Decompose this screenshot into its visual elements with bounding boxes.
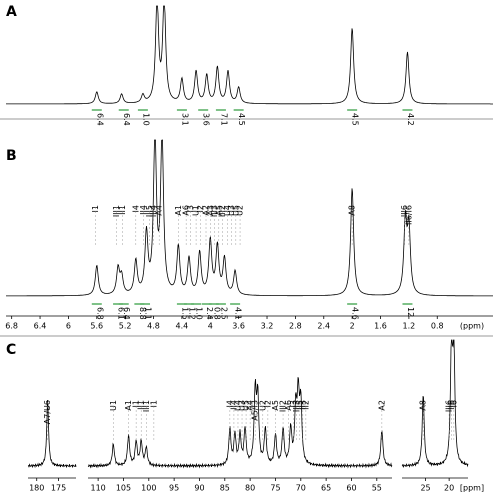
integral-label: 0.8 <box>212 307 221 320</box>
peak-assignment: II6/I6 <box>404 205 413 225</box>
peak-assignment: A5 <box>271 400 280 411</box>
spectrum-trace <box>27 339 469 469</box>
integral-label: 1.5 <box>180 307 189 320</box>
peak-assignment: II1 <box>118 205 127 215</box>
integral-label: 12 <box>406 307 415 317</box>
peak-assignment: U3 <box>227 205 236 216</box>
peak-assignment: A1 <box>174 205 183 216</box>
integral-label: 8.8 <box>138 307 147 320</box>
integral-label: 6.4 <box>122 113 131 126</box>
x-tick-label: 180 <box>29 484 44 493</box>
x-tick-label: 80 <box>245 484 255 493</box>
peak-assignment: A8 <box>348 205 357 216</box>
peak-assignment: A4 <box>155 205 164 216</box>
x-tick-label: 1.6 <box>374 322 387 331</box>
x-axis-unit: [ppm] <box>460 484 484 493</box>
peak-assignment: II6 <box>447 400 456 410</box>
x-tick-label: 60 <box>346 484 356 493</box>
peak-assignment: U5 <box>231 205 240 216</box>
x-tick-label: 105 <box>116 484 131 493</box>
x-tick-label: 6.8 <box>5 322 18 331</box>
x-tick-label: 5.2 <box>119 322 132 331</box>
integral-label: 6.1 <box>117 307 126 320</box>
integral-label: 1.2 <box>188 307 197 320</box>
x-tick-label: 4.4 <box>176 322 189 331</box>
integral-label: 7.1 <box>219 113 228 126</box>
x-tick-label: 110 <box>90 484 105 493</box>
panel-label: A <box>6 4 17 20</box>
integral-label: 4.1 <box>234 307 243 320</box>
x-tick-label: 55 <box>372 484 382 493</box>
x-tick-label: 5.6 <box>90 322 103 331</box>
integral-label: 4.2 <box>406 113 415 126</box>
peak-assignment: A8 <box>419 400 428 411</box>
peak-assignment: U3 <box>238 400 247 411</box>
integral-label: 4.5 <box>351 113 360 126</box>
x-tick-label: 2.8 <box>289 322 302 331</box>
x-tick-label: 2 <box>350 322 355 331</box>
x-tick-label: 6.4 <box>34 322 47 331</box>
peak-assignment: U2 <box>236 205 245 216</box>
x-tick-label: 2.4 <box>317 322 330 331</box>
x-tick-label: 85 <box>220 484 230 493</box>
peak-assignment: A3 <box>206 205 215 216</box>
x-tick-label: 95 <box>169 484 179 493</box>
peak-assignment: II3 <box>298 400 307 410</box>
x-tick-label: 4 <box>208 322 213 331</box>
x-tick-label: 75 <box>270 484 280 493</box>
integral-label: 1.1 <box>144 307 153 320</box>
x-tick-label: 90 <box>194 484 204 493</box>
peak-assignment: A1 <box>124 400 133 411</box>
peak-assignment: U1 <box>109 400 118 411</box>
peak-assignment: U4 <box>233 400 242 411</box>
peak-assignment: A4 <box>246 400 255 411</box>
x-tick-label: 25 <box>420 484 430 493</box>
x-tick-label: 0.8 <box>431 322 444 331</box>
peak-assignment: U2 <box>258 400 267 411</box>
peak-assignment: A5 <box>214 205 223 216</box>
integral-label: 6.4 <box>95 113 104 126</box>
integral-label: 6.4 <box>122 307 131 320</box>
peak-assignment: II1 <box>137 400 146 410</box>
integral-label: 4.5 <box>237 113 246 126</box>
panel-label: B <box>6 148 17 164</box>
panel-label: C <box>6 342 16 358</box>
integral-label: 1.0 <box>141 113 150 126</box>
x-tick-label: 4.8 <box>147 322 160 331</box>
peak-assignment: A7/U6 <box>43 400 52 424</box>
integral-label: 3.1 <box>180 113 189 126</box>
spectrum-trace <box>6 5 493 105</box>
peak-assignment: II2 <box>301 400 310 410</box>
x-tick-label: 3.2 <box>261 322 274 331</box>
peak-assignment: A2 <box>202 205 211 216</box>
x-tick-label: 175 <box>51 484 66 493</box>
x-tick-label: 6 <box>66 322 71 331</box>
integral-label: 2.4 <box>205 307 214 320</box>
peak-assignment: II5 <box>295 400 304 410</box>
integral-label: 4.6 <box>351 307 360 320</box>
x-tick-label: 70 <box>296 484 306 493</box>
peak-assignment: U4 <box>223 205 232 216</box>
peak-assignment: U1 <box>192 205 201 216</box>
peak-assignment: II4 <box>229 400 238 410</box>
peak-assignment: A6 <box>284 400 293 411</box>
peak-assignment: A2 <box>377 400 386 411</box>
integral-label: 2.5 <box>219 307 228 320</box>
integral-label: 6.8 <box>95 307 104 320</box>
peak-assignment: II4 <box>139 205 148 215</box>
x-tick-label: 100 <box>141 484 156 493</box>
integral-label: 1.0 <box>195 307 204 320</box>
x-tick-label: 1.2 <box>403 322 416 331</box>
x-axis-unit: (ppm) <box>460 322 484 331</box>
x-tick-label: 3.6 <box>232 322 245 331</box>
spectrum-trace <box>6 139 493 297</box>
peak-assignment: U5 <box>242 400 251 411</box>
peak-assignment: A6 <box>182 205 191 216</box>
x-tick-label: 65 <box>321 484 331 493</box>
integral-label: 3.6 <box>202 113 211 126</box>
x-tick-label: 20 <box>444 484 454 493</box>
